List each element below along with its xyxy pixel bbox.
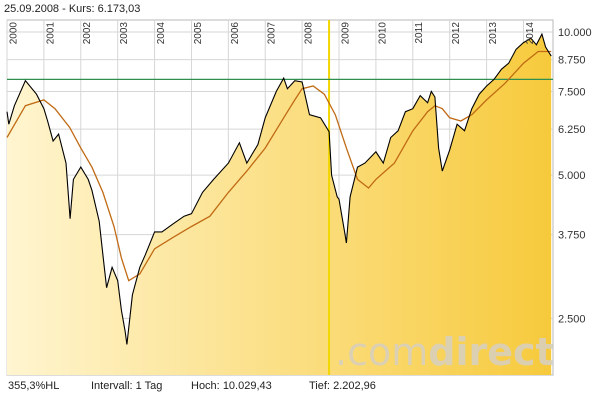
svg-text:.comdirect: .comdirect	[335, 330, 554, 374]
low-value: 2.202,96	[333, 380, 376, 392]
footer-interval: Intervall: 1 Tag	[91, 380, 162, 392]
x-tick-label: 2009	[340, 22, 351, 45]
x-tick-label: 2012	[451, 22, 462, 45]
x-tick-label: 2014	[525, 22, 536, 45]
y-tick-label: 3.750	[558, 230, 586, 242]
footer-range: 355,3%HL	[8, 380, 60, 392]
price-area-fill	[7, 34, 552, 375]
watermark-com: .com	[335, 330, 428, 374]
x-tick-label: 2013	[488, 22, 499, 45]
y-tick-label: 2.500	[558, 313, 586, 325]
x-axis: 2000 2001 2002 2003 2004 2005 2006 2007 2008 2009…	[8, 22, 535, 45]
high-label: Hoch:	[191, 380, 220, 392]
x-tick-label: 2008	[304, 22, 315, 45]
x-tick-label: 2002	[82, 22, 93, 45]
x-tick-label: 2004	[156, 22, 167, 45]
x-tick-label: 2000	[8, 22, 19, 45]
watermark-direct: direct	[428, 330, 553, 374]
header-kurs-label: Kurs:	[68, 3, 95, 15]
x-tick-label: 2007	[267, 22, 278, 45]
series-moving-average	[6, 50, 552, 282]
x-tick-label: 2001	[45, 22, 56, 45]
low-label: Tief:	[309, 380, 330, 392]
y-tick-label: 10.000	[558, 27, 592, 39]
y-tick-label: 7.500	[558, 86, 586, 98]
y-axis: 10.000 8.750 7.500 6.250 5.000 3.750 2.500	[558, 27, 592, 325]
footer-high: Hoch: 10.029,43	[191, 380, 272, 392]
y-tick-label: 6.250	[558, 124, 586, 136]
header-separator: -	[59, 3, 69, 15]
header-date: 25.09.2008	[4, 3, 60, 15]
series-price	[6, 32, 552, 345]
x-tick-label: 2003	[119, 22, 130, 45]
interval-label: Intervall:	[91, 380, 133, 392]
x-tick-label: 2010	[377, 22, 388, 45]
interval-value: 1 Tag	[135, 380, 163, 392]
x-tick-label: 2005	[193, 22, 204, 45]
footer-low: Tief: 2.202,96	[309, 380, 376, 392]
x-tick-label: 2006	[230, 22, 241, 45]
high-value: 10.029,43	[222, 380, 272, 392]
y-tick-label: 5.000	[558, 170, 586, 182]
header-kurs-value: 6.173,03	[97, 3, 141, 15]
y-tick-label: 8.750	[558, 55, 586, 67]
chart-header: 25.09.2008 - Kurs: 6.173,03	[4, 3, 140, 15]
x-tick-label: 2011	[414, 22, 425, 44]
watermark: .comdirect	[335, 330, 554, 374]
